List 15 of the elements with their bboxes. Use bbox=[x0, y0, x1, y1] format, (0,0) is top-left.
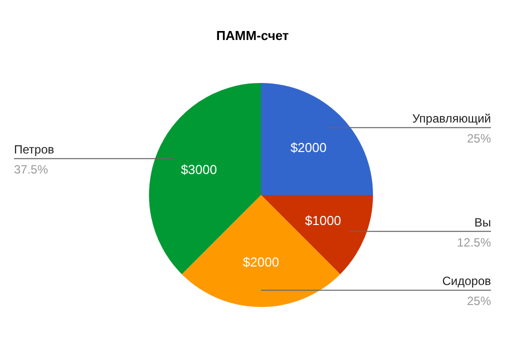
text: 25% bbox=[466, 294, 492, 308]
data-label: $3000 bbox=[180, 162, 217, 177]
slice-label: Сидоров bbox=[442, 274, 491, 288]
pie-slice bbox=[261, 83, 373, 195]
data-label: $2000 bbox=[242, 254, 280, 270]
slice-label: Вы bbox=[474, 215, 491, 230]
pie-slice bbox=[182, 195, 340, 307]
slice-label: Управляющий bbox=[412, 112, 491, 126]
chart-title: ПАММ-счет bbox=[215, 28, 290, 43]
slice-label: Петров bbox=[14, 142, 54, 157]
data-label: $1000 bbox=[305, 213, 342, 228]
data-label: $2000 bbox=[290, 140, 327, 155]
text: 12.5% bbox=[456, 235, 492, 250]
text: 37.5% bbox=[14, 162, 48, 177]
text: 25% bbox=[466, 132, 492, 146]
